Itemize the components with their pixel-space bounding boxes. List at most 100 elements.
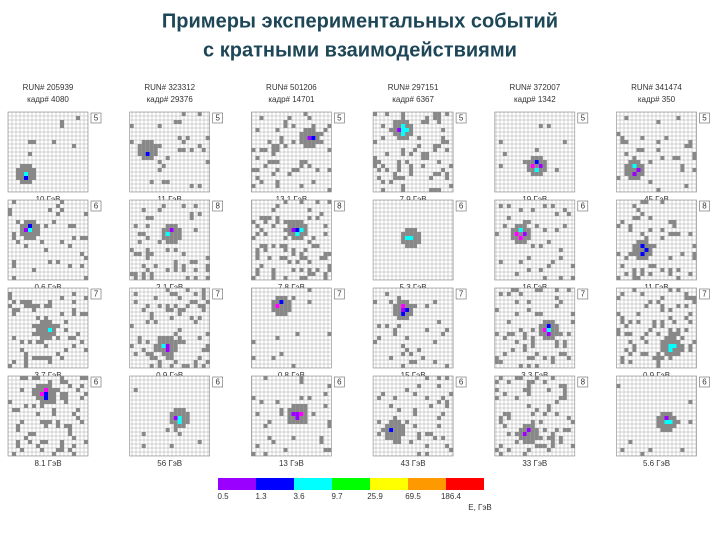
hit-cell <box>52 396 56 400</box>
hit-cell <box>409 360 414 364</box>
hit-cell <box>401 352 406 356</box>
hit-cell <box>20 172 24 176</box>
hit-cell <box>307 300 312 304</box>
hit-cell <box>32 140 36 144</box>
hit-cell <box>205 332 210 336</box>
hit-cell <box>373 164 378 168</box>
hit-cell <box>44 396 48 400</box>
hit-cell <box>656 420 661 424</box>
hit-cell <box>550 260 555 264</box>
hit-cell <box>668 344 673 348</box>
hit-cell <box>441 412 446 416</box>
hit-cell <box>12 232 16 236</box>
hit-cell <box>44 344 48 348</box>
hit-cell <box>417 436 422 440</box>
hit-cell <box>263 244 268 248</box>
hit-cell <box>672 156 677 160</box>
hit-cell <box>518 376 523 380</box>
run-label: RUN# 372007 <box>509 83 560 92</box>
hit-cell <box>263 220 268 224</box>
hit-cell <box>68 264 72 268</box>
hit-cell <box>632 272 637 276</box>
hit-cell <box>506 380 511 384</box>
hit-cell <box>145 236 150 240</box>
hit-cell <box>405 124 410 128</box>
hit-cell <box>377 168 382 172</box>
hit-cell <box>169 444 174 448</box>
hit-cell <box>32 376 36 380</box>
hit-cell <box>283 248 288 252</box>
hit-cell <box>165 224 170 228</box>
hit-cell <box>259 264 264 268</box>
hit-cell <box>141 432 146 436</box>
hit-cell <box>385 432 390 436</box>
hit-cell <box>299 164 304 168</box>
hit-cell <box>437 376 442 380</box>
hit-cell <box>660 304 665 308</box>
hit-cell <box>169 412 174 416</box>
hit-cell <box>275 160 280 164</box>
hit-cell <box>32 176 36 180</box>
hit-cell <box>173 424 178 428</box>
hit-cell <box>628 332 633 336</box>
hit-cell <box>169 292 174 296</box>
hit-cell <box>433 188 438 192</box>
hit-cell <box>165 340 170 344</box>
hit-cell <box>514 300 519 304</box>
hit-cell <box>201 348 206 352</box>
hit-cell <box>401 124 406 128</box>
hit-cell <box>530 164 535 168</box>
hit-cell <box>652 244 657 248</box>
hit-cell <box>44 336 48 340</box>
hit-cell <box>445 140 450 144</box>
hit-cell <box>401 304 406 308</box>
hit-cell <box>692 156 697 160</box>
title-line: Примеры экспериментальных событий <box>162 10 558 32</box>
hit-cell <box>498 420 503 424</box>
hit-cell <box>40 324 44 328</box>
hit-cell <box>36 232 40 236</box>
hit-cell <box>498 416 503 420</box>
hit-cell <box>165 288 170 292</box>
hit-cell <box>648 248 653 252</box>
hit-cell <box>417 232 422 236</box>
hit-cell <box>542 328 547 332</box>
hit-cell <box>36 332 40 336</box>
hit-cell <box>201 304 206 308</box>
hit-cell <box>149 156 154 160</box>
hit-cell <box>534 408 539 412</box>
hit-cell <box>437 320 442 324</box>
hit-cell <box>534 156 539 160</box>
hit-cell <box>279 244 284 248</box>
hit-cell <box>660 296 665 300</box>
hit-cell <box>169 224 174 228</box>
hit-cell <box>295 228 300 232</box>
hit-cell <box>173 260 178 264</box>
hit-cell <box>60 124 64 128</box>
hit-cell <box>68 432 72 436</box>
hit-cell <box>494 308 499 312</box>
hit-cell <box>664 420 669 424</box>
hit-cell <box>303 160 308 164</box>
hit-cell <box>44 400 48 404</box>
hit-cell <box>522 332 527 336</box>
hit-cell <box>554 288 559 292</box>
hit-cell <box>409 232 414 236</box>
hit-cell <box>193 320 198 324</box>
module-box <box>577 288 589 300</box>
hit-cell <box>145 140 150 144</box>
hit-cell <box>542 356 547 360</box>
hit-cell <box>624 152 629 156</box>
hit-cell <box>401 112 406 116</box>
colorbar-segment <box>294 478 332 490</box>
hit-cell <box>522 432 527 436</box>
energy-label: 3.7 ГэВ <box>34 371 61 380</box>
hit-cell <box>668 316 673 320</box>
hit-cell <box>381 164 386 168</box>
hit-cell <box>514 224 519 228</box>
module-box <box>455 376 467 388</box>
hit-cell <box>425 328 430 332</box>
hit-cell <box>433 360 438 364</box>
hit-cell <box>624 140 629 144</box>
energy-label: 11 ГэВ <box>158 195 182 204</box>
